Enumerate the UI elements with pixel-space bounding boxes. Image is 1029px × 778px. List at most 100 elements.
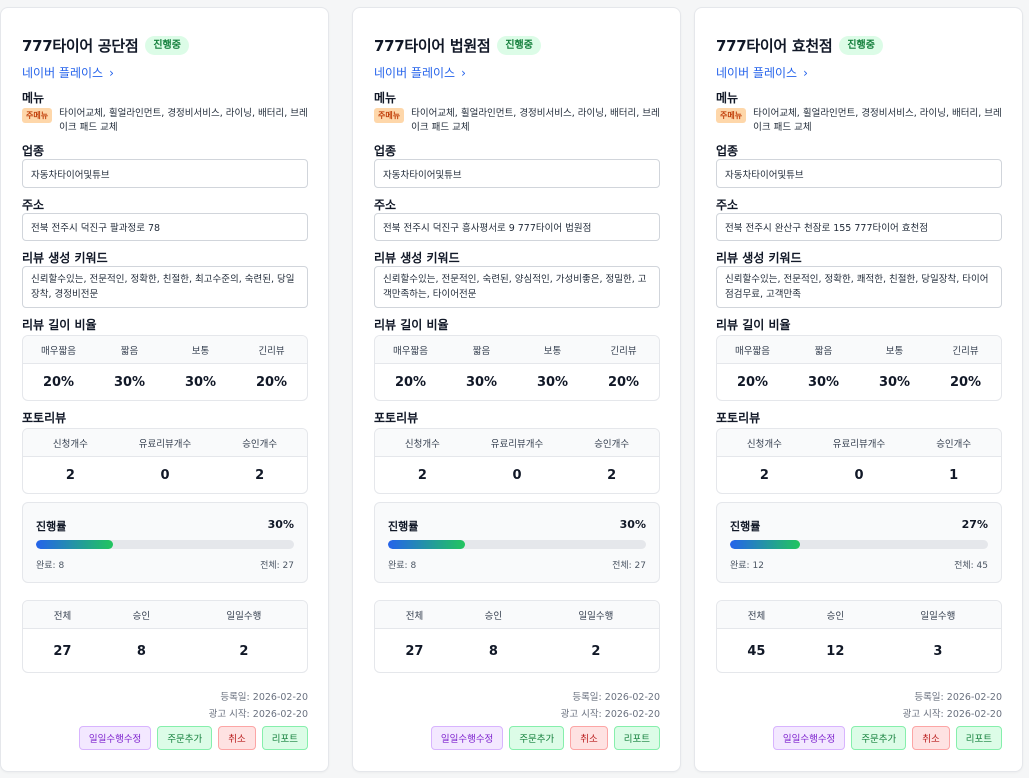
length-short-header: 짧음 (472, 345, 491, 357)
progress-done: 완료: 12 (730, 558, 764, 571)
length-normal-value: 30% (184, 374, 217, 390)
edit-daily-button[interactable]: 일일수행수정 (430, 726, 504, 750)
registered-prefix: 등록일: (914, 692, 947, 703)
cancel-button[interactable]: 취소 (570, 726, 608, 750)
photo-review-table: 신청개수 유료리뷰개수 승인개수 2 0 2 (374, 428, 660, 494)
main-menu-tag: 주메뉴 (374, 108, 405, 123)
naver-place-label: 네이버 플레이스 (374, 66, 456, 80)
photo-approved-value: 2 (607, 467, 617, 483)
length-short-header: 짧음 (120, 345, 139, 357)
report-button[interactable]: 리포트 (613, 726, 660, 750)
review-keywords-label: 리뷰 생성 키워드 (22, 251, 108, 265)
report-button[interactable]: 리포트 (955, 726, 1002, 750)
review-length-values: 20% 30% 30% 20% (375, 364, 659, 400)
address-label: 주소 (716, 198, 739, 212)
summary-table: 전체 승인 일일수행 45 12 3 (716, 600, 1002, 673)
category-field: 자동차타이어및튜브 (22, 159, 308, 188)
length-very-short-header: 매우짧음 (393, 345, 428, 357)
address-label: 주소 (22, 198, 45, 212)
photo-approved-header: 승인개수 (936, 438, 972, 450)
status-badge: 진행중 (145, 35, 189, 55)
progress-bar-fill (388, 540, 466, 549)
cancel-button[interactable]: 취소 (218, 726, 256, 750)
registered-date: 등록일: 2026-02-20 (220, 689, 308, 703)
done-count: 12 (752, 561, 764, 571)
progress-total: 전체: 45 (954, 558, 988, 571)
done-prefix: 완료: (36, 561, 59, 571)
photo-review-header: 신청개수 유료리뷰개수 승인개수 (717, 429, 1001, 457)
length-normal-value: 30% (878, 374, 911, 390)
total-count: 45 (976, 561, 988, 571)
progress-bar (730, 540, 988, 549)
main-menu-tag: 주메뉴 (716, 108, 747, 123)
card-header: 777타이어 법원점 진행중 (374, 30, 660, 60)
progress-bar-fill (730, 540, 800, 549)
store-name: 777타이어 공단점 (22, 36, 139, 55)
summary-values: 45 12 3 (717, 629, 1001, 672)
summary-daily-header: 일일수행 (578, 610, 614, 622)
cancel-button[interactable]: 취소 (912, 726, 950, 750)
store-card: 777타이어 효천점 진행중 네이버 플레이스 › 메뉴 주메뉴 타이어교체, … (694, 7, 1023, 772)
review-length-table: 매우짧음 짧음 보통 긴리뷰 20% 30% 30% 20% (374, 335, 660, 401)
photo-requested-value: 2 (759, 467, 769, 483)
length-very-short-header: 매우짧음 (735, 345, 770, 357)
progress-bar-fill (36, 540, 114, 549)
category-label: 업종 (716, 144, 739, 158)
total-prefix: 전체: (612, 561, 635, 571)
ad-start-date: 광고 시작: 2026-02-20 (561, 706, 660, 720)
chevron-right-icon: › (803, 65, 808, 80)
summary-approved-header: 승인 (132, 610, 151, 622)
naver-place-link[interactable]: 네이버 플레이스 › (22, 64, 114, 81)
summary-total-header: 전체 (747, 610, 766, 622)
add-order-button[interactable]: 주문추가 (509, 726, 565, 750)
edit-daily-button[interactable]: 일일수행수정 (772, 726, 846, 750)
photo-paid-header: 유료리뷰개수 (490, 438, 544, 450)
length-long-value: 20% (607, 374, 640, 390)
photo-approved-header: 승인개수 (594, 438, 630, 450)
chevron-right-icon: › (109, 65, 114, 80)
length-long-value: 20% (949, 374, 982, 390)
add-order-button[interactable]: 주문추가 (157, 726, 213, 750)
card-header: 777타이어 효천점 진행중 (716, 30, 1002, 60)
summary-approved-value: 8 (136, 643, 146, 659)
summary-approved-value: 12 (826, 643, 845, 659)
edit-daily-button[interactable]: 일일수행수정 (78, 726, 152, 750)
review-keywords-field: 신뢰할수있는, 전문적인, 숙련된, 양심적인, 가성비좋은, 정밀한, 고객만… (374, 266, 660, 308)
naver-place-link[interactable]: 네이버 플레이스 › (374, 64, 466, 81)
registered-prefix: 등록일: (572, 692, 605, 703)
done-prefix: 완료: (730, 561, 753, 571)
chevron-right-icon: › (461, 65, 466, 80)
menu-label: 메뉴 (22, 91, 45, 105)
menu-text: 타이어교체, 휠얼라인먼트, 경정비서비스, 라이닝, 배터리, 브레이크 패드… (411, 108, 660, 133)
progress-done: 완료: 8 (388, 558, 416, 571)
photo-review-values: 2 0 2 (23, 457, 307, 493)
registered-value: 2026-02-20 (604, 692, 660, 703)
progress-percent: 30% (267, 518, 294, 531)
progress-footer: 완료: 8 전체: 27 (388, 558, 646, 571)
ad-start-value: 2026-02-20 (946, 709, 1002, 720)
review-length-header: 매우짧음 짧음 보통 긴리뷰 (375, 336, 659, 364)
photo-review-label: 포토리뷰 (22, 411, 67, 425)
review-length-values: 20% 30% 30% 20% (23, 364, 307, 400)
registered-date: 등록일: 2026-02-20 (572, 689, 660, 703)
progress-label: 진행률 (388, 520, 419, 533)
summary-daily-value: 2 (591, 643, 601, 659)
summary-total-value: 27 (53, 643, 72, 659)
card-actions: 일일수행수정 주문추가 취소 리포트 (772, 726, 1002, 750)
card-header: 777타이어 공단점 진행중 (22, 30, 308, 60)
menu-text: 타이어교체, 휠얼라인먼트, 경정비서비스, 라이닝, 배터리, 브레이크 패드… (753, 108, 1002, 133)
report-button[interactable]: 리포트 (261, 726, 308, 750)
address-label: 주소 (374, 198, 397, 212)
naver-place-label: 네이버 플레이스 (716, 66, 798, 80)
add-order-button[interactable]: 주문추가 (851, 726, 907, 750)
photo-review-values: 2 0 1 (717, 457, 1001, 493)
store-card: 777타이어 법원점 진행중 네이버 플레이스 › 메뉴 주메뉴 타이어교체, … (352, 7, 681, 772)
summary-table: 전체 승인 일일수행 27 8 2 (22, 600, 308, 673)
naver-place-link[interactable]: 네이버 플레이스 › (716, 64, 808, 81)
length-very-short-value: 20% (42, 374, 75, 390)
summary-approved-header: 승인 (826, 610, 845, 622)
category-field: 자동차타이어및튜브 (374, 159, 660, 188)
photo-review-label: 포토리뷰 (374, 411, 419, 425)
length-short-header: 짧음 (814, 345, 833, 357)
